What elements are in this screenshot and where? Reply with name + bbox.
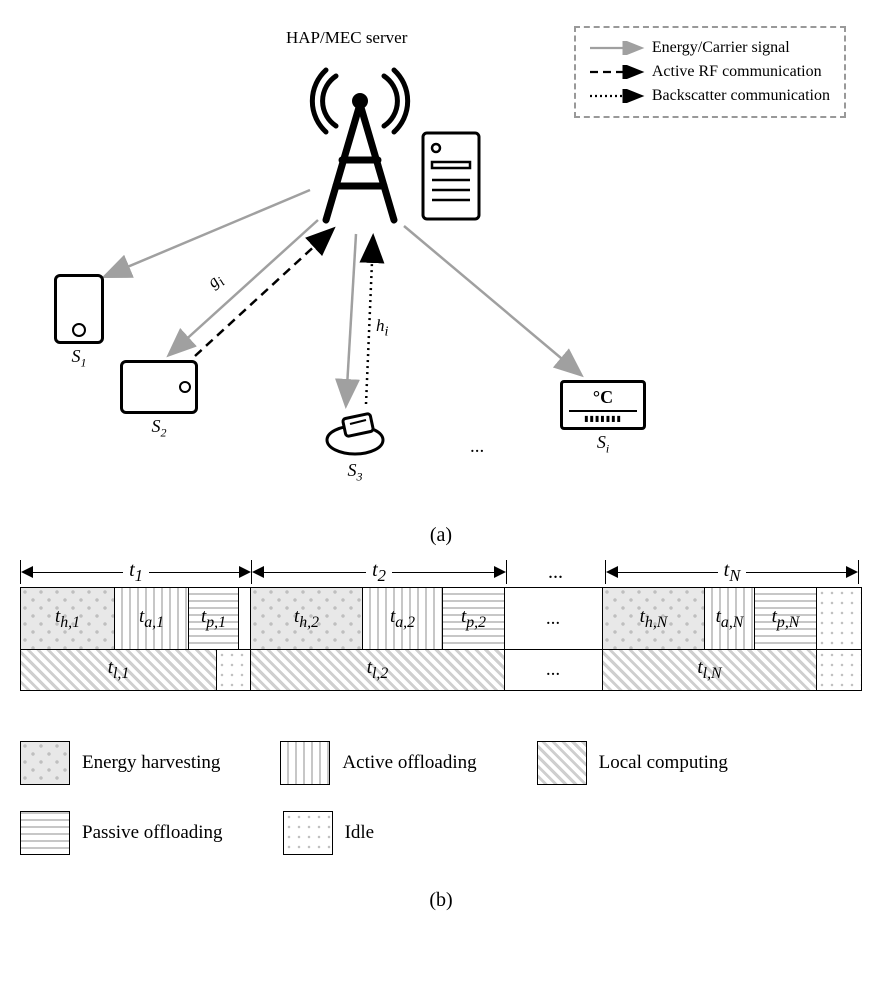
- caption-a: (a): [20, 524, 862, 547]
- figure-b: t1 t2 ... tN th,1 ta,1 tp,1 th,2 ta,2 tp…: [20, 557, 862, 855]
- hi-label: hi: [376, 316, 388, 340]
- legend-b-local: Local computing: [537, 741, 728, 785]
- swatch-energy-icon: [20, 741, 70, 785]
- tpN-cell: tp,N: [755, 588, 817, 649]
- legend-b-passive: Passive offloading: [20, 811, 223, 855]
- network-arrows: [20, 20, 862, 520]
- legend-b-active: Active offloading: [280, 741, 476, 785]
- legend-b: Energy harvesting Active offloading Loca…: [20, 741, 862, 855]
- taN-cell: ta,N: [705, 588, 755, 649]
- dots-upper: ...: [505, 588, 603, 649]
- th2-cell: th,2: [251, 588, 363, 649]
- tlN-cell: tl,N: [603, 650, 817, 690]
- device-si: °C ▮▮▮▮▮▮▮ Si: [560, 380, 646, 457]
- legend-b-energy: Energy harvesting: [20, 741, 220, 785]
- time-header: t1 t2 ... tN: [20, 557, 862, 587]
- phone-icon: [54, 274, 104, 344]
- row-upper: th,1 ta,1 tp,1 th,2 ta,2 tp,2 ... th,N t…: [21, 588, 861, 650]
- watch-icon: [320, 410, 390, 458]
- tp1-cell: tp,1: [189, 588, 239, 649]
- temp-sensor-icon: °C ▮▮▮▮▮▮▮: [560, 380, 646, 430]
- legend-b-idle: Idle: [283, 811, 375, 855]
- tl1-cell: tl,1: [21, 650, 217, 690]
- time-table: th,1 ta,1 tp,1 th,2 ta,2 tp,2 ... th,N t…: [20, 587, 862, 691]
- row-lower: tl,1 tl,2 ... tl,N: [21, 650, 861, 690]
- time-dots: ...: [507, 557, 605, 587]
- swatch-active-icon: [280, 741, 330, 785]
- ta1-cell: ta,1: [115, 588, 189, 649]
- figure-a: HAP/MEC server Energy/Carrier signal Act…: [20, 20, 862, 520]
- tl2-cell: tl,2: [251, 650, 505, 690]
- device-s3: S3: [320, 410, 390, 485]
- tp2-cell: tp,2: [443, 588, 505, 649]
- caption-b: (b): [20, 889, 862, 912]
- ellipsis-devices: ...: [470, 436, 484, 458]
- swatch-local-icon: [537, 741, 587, 785]
- tablet-icon: [120, 360, 198, 414]
- swatch-idle-icon: [283, 811, 333, 855]
- ta2-cell: ta,2: [363, 588, 443, 649]
- dots-lower: ...: [505, 650, 603, 690]
- device-s2: S2: [120, 360, 198, 441]
- thN-cell: th,N: [603, 588, 705, 649]
- swatch-passive-icon: [20, 811, 70, 855]
- device-s1: S1: [54, 274, 104, 371]
- th1-cell: th,1: [21, 588, 115, 649]
